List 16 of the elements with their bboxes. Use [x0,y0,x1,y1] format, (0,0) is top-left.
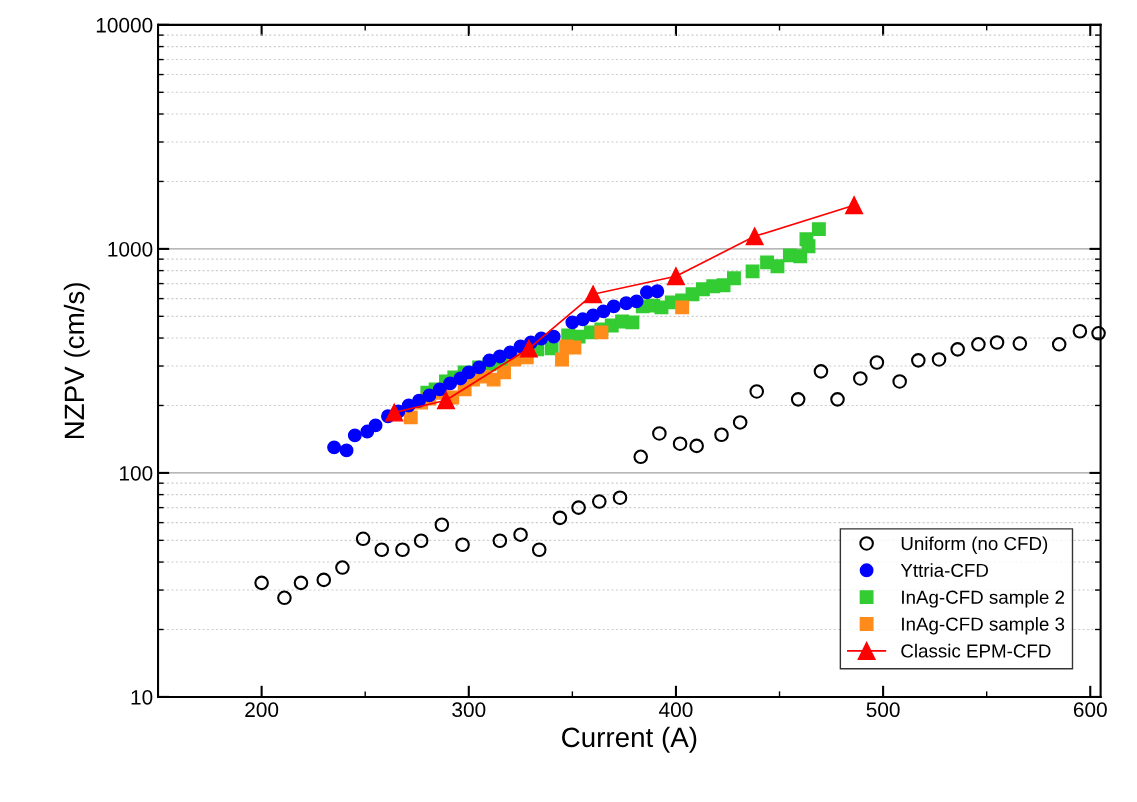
y-tick-label: 10000 [96,17,153,33]
legend-label: InAg-CFD sample 2 [902,590,1065,608]
legend-label: Yttria-CFD [900,563,988,578]
x-tick-label: 200 [245,702,279,718]
y-axis-title: NZPV (cm/s) [63,283,90,439]
x-tick-label: 500 [866,702,900,718]
legend-label: Classic EPM-CFD [901,643,1051,658]
y-tick-label: 1000 [108,241,153,257]
y-tick-label: 100 [120,465,153,481]
x-axis-title: Current (A) [562,726,697,753]
x-tick-label: 300 [452,702,486,718]
x-tick-label: 600 [1073,702,1107,718]
legend-label: InAg-CFD sample 3 [902,616,1065,635]
legend-label: Uniform (no CFD) [901,536,1048,554]
y-tick-label: 10 [131,689,153,705]
x-tick-label: 400 [659,702,693,718]
